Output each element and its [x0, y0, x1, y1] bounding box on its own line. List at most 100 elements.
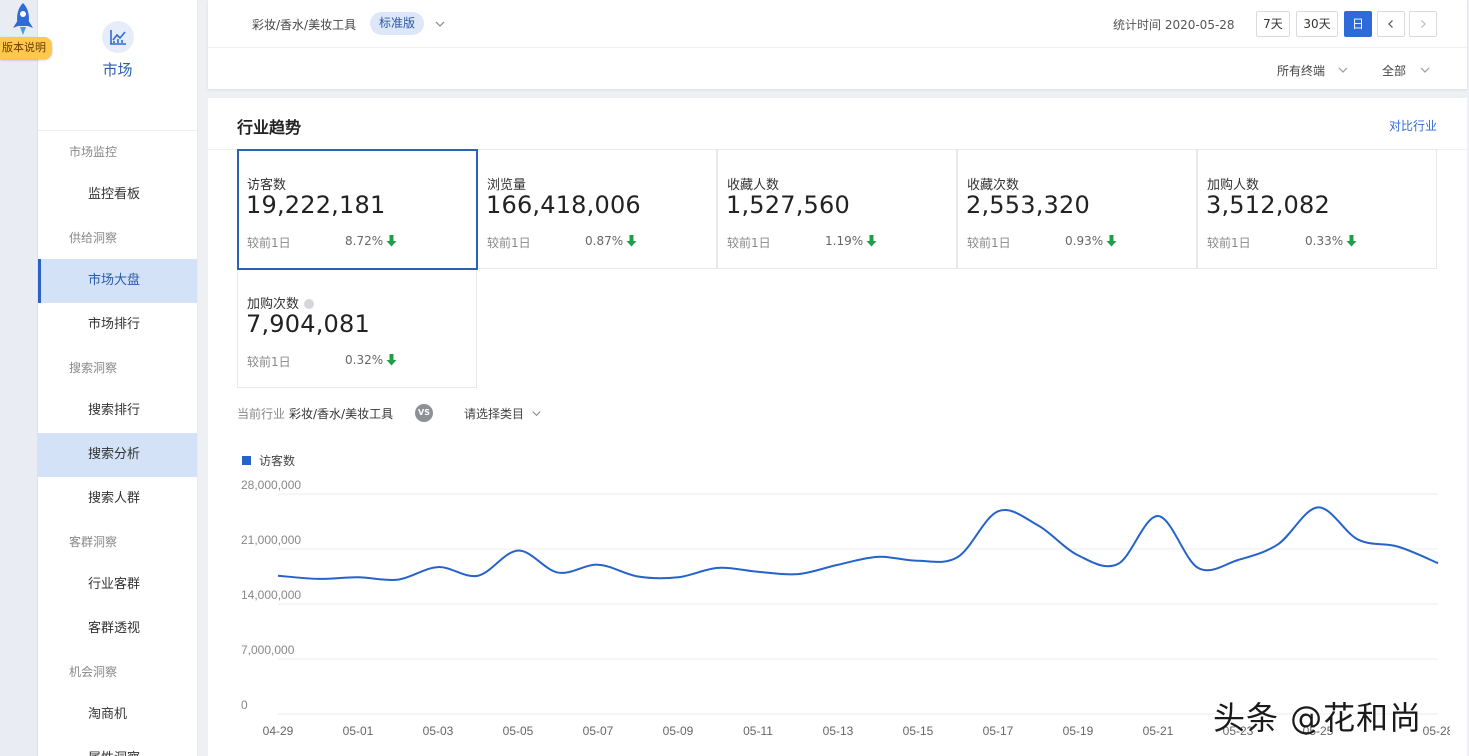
- sidebar-item[interactable]: 属性洞察: [38, 737, 197, 756]
- y-tick-label: 28,000,000: [241, 478, 301, 492]
- metric-label: 加购人数: [1207, 178, 1260, 193]
- stat-time: 统计时间 2020-05-28: [1113, 18, 1235, 32]
- rocket-icon[interactable]: [9, 2, 37, 38]
- metric-card[interactable]: 浏览量 166,418,006 较前1日 0.87%: [477, 149, 717, 269]
- period-day-button[interactable]: 日: [1344, 11, 1372, 37]
- sidebar-item[interactable]: 淘商机: [88, 707, 128, 722]
- x-tick-label: 05-13: [823, 724, 854, 738]
- metric-card[interactable]: 加购次数 7,904,081 较前1日 0.32%: [237, 268, 477, 388]
- next-date-button[interactable]: [1409, 11, 1437, 37]
- metric-compare-label: 较前1日: [247, 236, 291, 250]
- current-industry-value: 彩妆/香水/美妆工具: [289, 407, 394, 421]
- metric-card[interactable]: 收藏次数 2,553,320 较前1日 0.93%: [957, 149, 1197, 269]
- edition-tag: 标准版: [370, 12, 425, 35]
- x-tick-label: 05-05: [503, 724, 534, 738]
- chevron-down-icon[interactable]: [1337, 64, 1349, 76]
- arrow-down-icon: [626, 235, 637, 247]
- compare-industry-link[interactable]: 对比行业: [1388, 119, 1437, 133]
- card-title: 行业趋势: [237, 118, 302, 137]
- sidebar-group-label: 机会洞察: [69, 665, 118, 679]
- vs-badge: VS: [415, 404, 433, 422]
- info-icon[interactable]: [304, 299, 315, 309]
- sidebar-brand[interactable]: 市场: [38, 21, 197, 131]
- metric-value: 19,222,181: [246, 191, 386, 219]
- y-tick-label: 0: [241, 698, 248, 712]
- series-line: [277, 506, 1439, 582]
- sidebar-item[interactable]: 市场排行: [88, 317, 141, 332]
- metric-value: 166,418,006: [486, 191, 641, 219]
- sidebar-nav: 市场监控监控看板供给洞察市场大盘市场排行搜索洞察搜索排行搜索分析搜索人群客群洞察…: [38, 131, 197, 756]
- chevron-down-icon: [532, 411, 541, 417]
- sidebar-item[interactable]: 行业客群: [88, 577, 141, 592]
- top-bar: 彩妆/香水/美妆工具 标准版 统计时间 2020-05-28 7天 30天 日 …: [208, 0, 1467, 89]
- prev-date-button[interactable]: [1377, 11, 1405, 37]
- metric-compare-label: 较前1日: [967, 236, 1011, 250]
- top-bar-row: 彩妆/香水/美妆工具 标准版 统计时间 2020-05-28 7天 30天 日: [208, 0, 1467, 48]
- category-select-label: 请选择类目: [464, 407, 525, 421]
- sidebar-group-label: 市场监控: [69, 145, 118, 159]
- metric-change: 1.19%: [825, 234, 864, 248]
- metric-value: 2,553,320: [966, 191, 1090, 219]
- metric-change: 8.72%: [345, 234, 384, 248]
- sidebar-item[interactable]: 市场大盘: [38, 259, 197, 303]
- sidebar-group-label: 客群洞察: [69, 535, 118, 549]
- sidebar-item[interactable]: 客群透视: [88, 621, 141, 636]
- y-tick-label: 7,000,000: [241, 643, 295, 657]
- x-tick-label: 05-23: [1223, 724, 1254, 738]
- metric-compare-label: 较前1日: [1207, 236, 1251, 250]
- legend-label: 访客数: [259, 453, 295, 468]
- metric-value: 3,512,082: [1206, 191, 1330, 219]
- chevron-left-icon: [1388, 20, 1393, 28]
- metric-label: 加购次数: [247, 293, 315, 312]
- arrow-down-icon: [1346, 235, 1357, 247]
- visitor-trend-chart: 访客数 28,000,000 21,000,000 14,000,000 7,000,0…: [241, 453, 1450, 738]
- metric-value: 7,904,081: [246, 310, 370, 338]
- metric-label: 收藏人数: [727, 178, 780, 193]
- x-tick-label: 05-19: [1063, 724, 1094, 738]
- market-chart-icon: [101, 21, 134, 53]
- sidebar: 市场 市场监控监控看板供给洞察市场大盘市场排行搜索洞察搜索排行搜索分析搜索人群客…: [38, 0, 198, 756]
- terminal-filter[interactable]: 所有终端: [1277, 64, 1326, 78]
- legend-swatch: [242, 456, 251, 465]
- sidebar-item[interactable]: 搜索排行: [88, 403, 141, 418]
- period-30d-button[interactable]: 30天: [1296, 11, 1338, 37]
- chevron-down-icon[interactable]: [1419, 64, 1431, 76]
- metric-card[interactable]: 访客数 19,222,181 较前1日 8.72%: [237, 149, 478, 270]
- metric-label: 收藏次数: [967, 178, 1020, 193]
- current-industry-label: 当前行业: [237, 407, 286, 421]
- arrow-down-icon: [1106, 235, 1117, 247]
- arrow-down-icon: [866, 235, 877, 247]
- category-select[interactable]: 请选择类目: [464, 405, 542, 422]
- version-notes-badge[interactable]: 版本说明: [0, 37, 52, 59]
- x-tick-label: 05-07: [583, 724, 614, 738]
- sidebar-item[interactable]: 搜索分析: [38, 433, 197, 477]
- x-tick-label: 05-09: [663, 724, 694, 738]
- x-tick-label: 05-28: [1423, 724, 1450, 738]
- category-breadcrumb[interactable]: 彩妆/香水/美妆工具: [252, 18, 357, 32]
- period-7d-button[interactable]: 7天: [1256, 11, 1290, 37]
- metric-compare-label: 较前1日: [727, 236, 771, 250]
- x-tick-label: 05-21: [1143, 724, 1174, 738]
- x-tick-label: 05-11: [743, 724, 773, 738]
- x-tick-label: 05-03: [423, 724, 454, 738]
- scope-filter[interactable]: 全部: [1382, 64, 1407, 78]
- left-rail: 版本说明: [0, 0, 52, 756]
- chevron-down-icon[interactable]: [434, 18, 446, 30]
- x-tick-label: 05-15: [903, 724, 934, 738]
- sidebar-brand-label: 市场: [102, 61, 133, 79]
- sidebar-item[interactable]: 监控看板: [88, 187, 141, 202]
- sidebar-group-label: 供给洞察: [69, 231, 118, 245]
- sidebar-group-label: 搜索洞察: [69, 361, 118, 375]
- metric-card[interactable]: 收藏人数 1,527,560 较前1日 1.19%: [717, 149, 957, 269]
- metric-change: 0.93%: [1065, 234, 1104, 248]
- arrow-down-icon: [386, 235, 397, 247]
- metric-compare-label: 较前1日: [487, 236, 531, 250]
- x-tick-label: 05-25: [1303, 724, 1334, 738]
- metric-change: 0.87%: [585, 234, 624, 248]
- metric-card[interactable]: 加购人数 3,512,082 较前1日 0.33%: [1197, 149, 1437, 269]
- chevron-right-icon: [1421, 20, 1426, 28]
- sidebar-item[interactable]: 搜索人群: [88, 491, 141, 506]
- metric-compare-label: 较前1日: [247, 355, 291, 369]
- arrow-down-icon: [386, 354, 397, 366]
- metric-label: 浏览量: [487, 178, 527, 193]
